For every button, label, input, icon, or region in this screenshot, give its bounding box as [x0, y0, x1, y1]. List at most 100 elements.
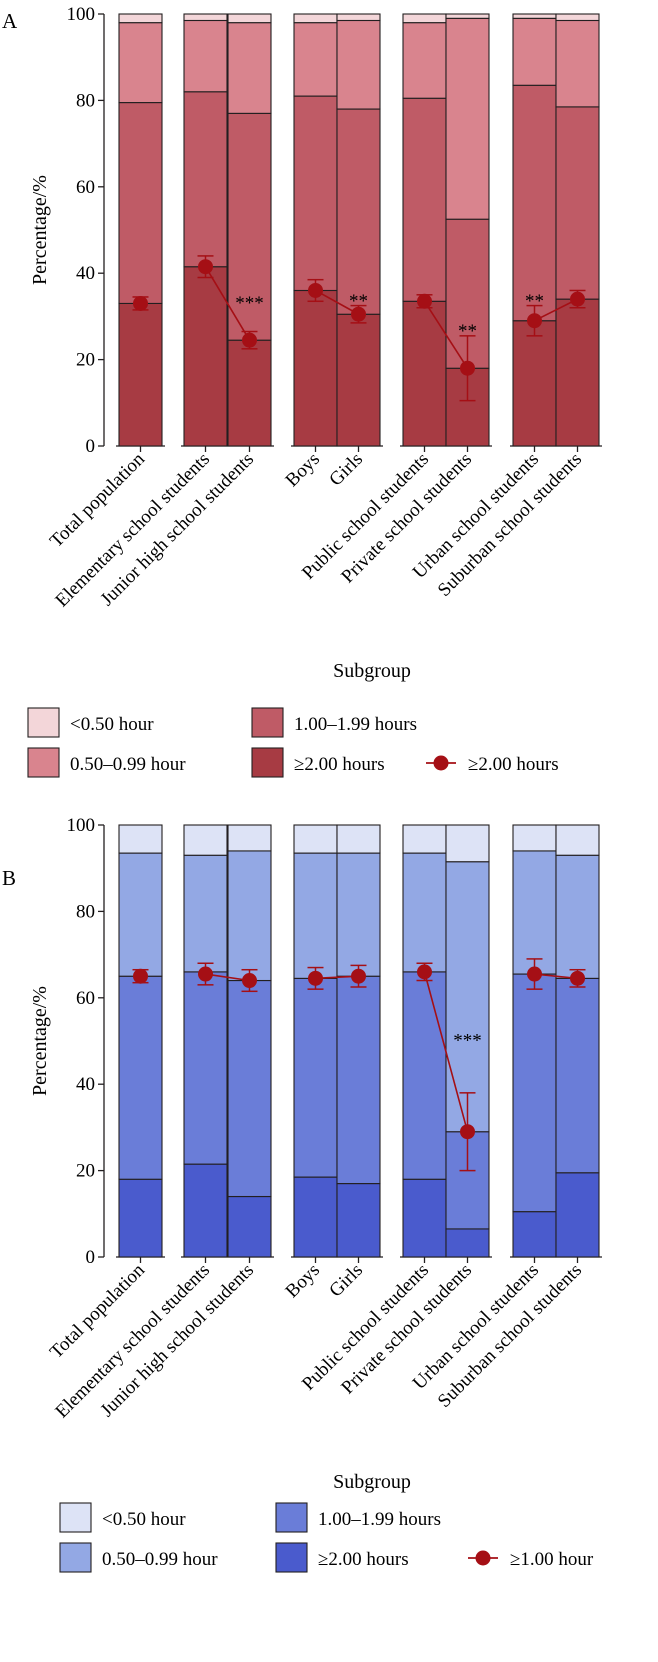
legend-marker	[433, 755, 449, 771]
bar-segment	[183, 266, 228, 447]
significance-label: ***	[235, 293, 264, 314]
legend-swatch	[251, 707, 284, 738]
bar-segment	[555, 854, 600, 979]
legend-swatch	[59, 1542, 92, 1573]
data-point	[198, 259, 213, 275]
bar-segment	[555, 19, 600, 108]
panel-b-label: B	[2, 866, 16, 890]
bar-segment	[512, 13, 557, 19]
y-tick-label: 0	[86, 436, 96, 457]
bar-segment	[336, 852, 381, 977]
y-tick-label: 100	[67, 815, 96, 836]
data-point	[570, 291, 585, 307]
bar-segment	[227, 339, 272, 447]
series-line-segment	[423, 300, 469, 369]
bar-segment	[402, 824, 447, 854]
significance-label: **	[458, 321, 477, 342]
data-point	[527, 313, 542, 329]
x-axis-label: Subgroup	[333, 660, 411, 682]
legend-label: 0.50–0.99 hour	[70, 754, 186, 775]
legend-swatch	[27, 747, 60, 778]
y-tick-label: 20	[76, 1161, 95, 1182]
bar-segment	[336, 108, 381, 315]
bar-segment	[293, 22, 338, 97]
y-tick-label: 20	[76, 350, 95, 371]
series-line-segment	[534, 298, 578, 322]
bar-segment	[293, 289, 338, 447]
bar-segment	[402, 97, 447, 302]
x-tick-label: Boys	[282, 449, 324, 491]
y-tick-label: 60	[76, 988, 95, 1009]
data-point	[308, 970, 323, 986]
data-point	[198, 966, 213, 982]
bar-segment	[555, 298, 600, 447]
bar-segment	[555, 977, 600, 1174]
bar-segment	[555, 106, 600, 300]
bar-segment	[118, 852, 163, 977]
bar-segment	[336, 313, 381, 447]
bar-segment	[445, 1228, 490, 1258]
legend-label: ≥2.00 hours	[294, 754, 385, 775]
series-line-segment	[423, 971, 469, 1132]
legend-swatch	[251, 747, 284, 778]
bar-segment	[227, 979, 272, 1198]
bar-segment	[227, 1195, 272, 1258]
bar-segment	[227, 13, 272, 24]
bar-segment	[445, 17, 490, 220]
bar-segment	[118, 22, 163, 104]
panel-a-label: A	[2, 9, 18, 33]
y-axis-label: Percentage/%	[29, 175, 51, 285]
x-tick-label: Girls	[325, 449, 367, 491]
bar-segment	[227, 824, 272, 852]
legend-label: ≥2.00 hours	[468, 754, 559, 775]
bar-segment	[402, 1178, 447, 1258]
bar-segment	[555, 824, 600, 856]
series-line-segment	[315, 289, 359, 315]
y-axis-label: Percentage/%	[29, 986, 51, 1096]
bar-segment	[118, 824, 163, 854]
legend-label: 0.50–0.99 hour	[102, 1549, 218, 1570]
bar-segment	[555, 13, 600, 22]
legend-label: 1.00–1.99 hours	[318, 1509, 441, 1530]
bar-segment	[336, 1183, 381, 1258]
bar-segment	[183, 1163, 228, 1258]
bar-segment	[512, 84, 557, 322]
bar-segment	[402, 852, 447, 973]
x-tick-label: Girls	[325, 1260, 367, 1302]
bar-segment	[512, 973, 557, 1213]
data-point	[460, 1124, 475, 1140]
legend-swatch	[27, 707, 60, 738]
bar-segment	[118, 1178, 163, 1258]
bar-segment	[336, 824, 381, 854]
significance-label: **	[349, 291, 368, 312]
legend-marker	[475, 1550, 491, 1566]
legend-label: <0.50 hour	[70, 714, 154, 735]
bar-segment	[293, 13, 338, 24]
bar-segment	[293, 977, 338, 1178]
legend-swatch	[275, 1542, 308, 1573]
data-point	[351, 306, 366, 322]
bar-segment	[402, 13, 447, 24]
bar-segment	[183, 824, 228, 856]
data-point	[417, 964, 432, 980]
data-point	[417, 293, 432, 309]
bar-segment	[555, 1172, 600, 1258]
bar-segment	[512, 824, 557, 852]
bar-segment	[183, 19, 228, 93]
bar-segment	[118, 13, 163, 24]
bar-segment	[118, 975, 163, 1180]
bar-segment	[402, 22, 447, 99]
legend-label: <0.50 hour	[102, 1509, 186, 1530]
bar-segment	[512, 17, 557, 86]
bar-segment	[118, 102, 163, 304]
bar-segment	[227, 850, 272, 982]
y-tick-label: 80	[76, 90, 95, 111]
series-line-segment	[204, 266, 251, 341]
x-axis-label: Subgroup	[333, 1471, 411, 1493]
bar-segment	[183, 13, 228, 22]
y-tick-label: 40	[76, 263, 95, 284]
data-point	[527, 966, 542, 982]
data-point	[242, 332, 257, 348]
